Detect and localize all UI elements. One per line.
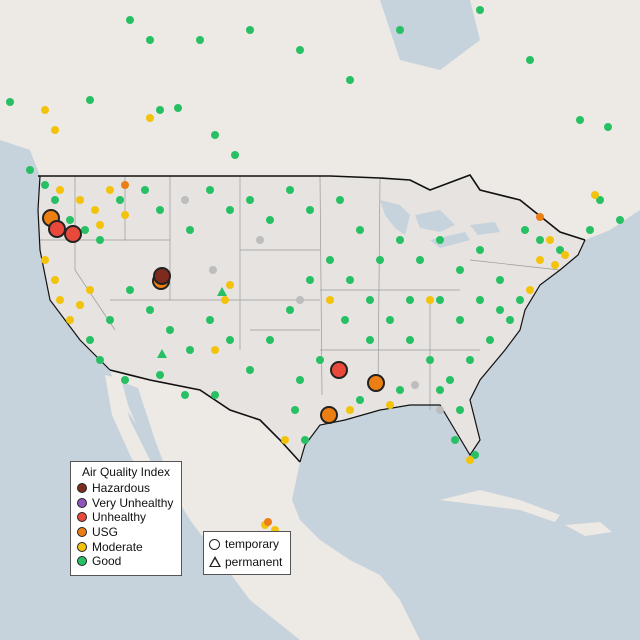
hazardous-swatch (77, 483, 87, 494)
moderate-monitors (41, 106, 599, 534)
unhealthy-monitors (48, 220, 348, 379)
legend-item-good: Good (77, 554, 175, 569)
aqi-legend-title: Air Quality Index (81, 465, 171, 479)
cuba (440, 490, 560, 522)
hudson-bay (380, 0, 480, 70)
legend-item-unhealthy: Unhealthy (77, 510, 175, 525)
hazardous-monitors (153, 267, 171, 285)
good-swatch (77, 556, 87, 567)
permanent-label: permanent (225, 554, 283, 569)
great-lakes (380, 200, 500, 248)
legend-label: Good (92, 554, 122, 569)
legend-label: Unhealthy (92, 510, 147, 525)
very-unhealthy-swatch (77, 497, 87, 508)
legend-item-permanent: permanent (209, 555, 285, 570)
permanent-monitors (157, 287, 227, 358)
legend-item-very-unhealthy: Very Unhealthy (77, 496, 175, 511)
legend-item-temporary: temporary (209, 537, 285, 552)
legend-label: Hazardous (92, 481, 151, 496)
monitor-type-legend: temporary permanent (203, 531, 291, 575)
canada-landmass (0, 0, 640, 240)
no-data-monitors (181, 196, 444, 414)
legend-item-moderate: Moderate (77, 539, 175, 554)
legend-item-hazardous: Hazardous (77, 481, 175, 496)
good-monitors (6, 6, 624, 459)
legend-item-usg: USG (77, 525, 175, 540)
aqi-legend: Air Quality Index Hazardous Very Unhealt… (70, 461, 182, 576)
legend-label: Moderate (92, 539, 143, 554)
usg-monitors-small (121, 181, 544, 526)
hispaniola (565, 522, 612, 536)
mexico-landmass (110, 370, 420, 640)
legend-label: Very Unhealthy (92, 495, 174, 510)
gulf-of-california (122, 382, 170, 484)
us-landmass (38, 175, 585, 462)
temporary-label: temporary (225, 537, 280, 552)
circle-icon (209, 538, 220, 550)
moderate-swatch (77, 541, 87, 552)
usg-swatch (77, 527, 87, 538)
unhealthy-swatch (77, 512, 87, 523)
legend-label: USG (92, 525, 119, 540)
triangle-icon (209, 556, 221, 568)
us-coastline (37, 175, 586, 463)
